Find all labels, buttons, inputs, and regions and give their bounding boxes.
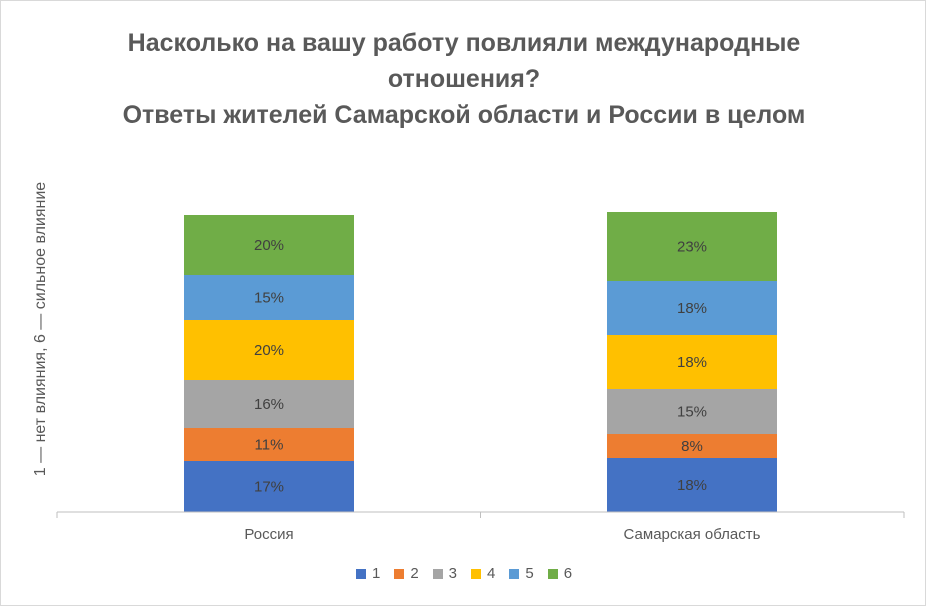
legend-item-4: 4: [471, 565, 495, 582]
data-label-2-5: 18%: [677, 300, 707, 317]
chart-title-line-3: Ответы жителей Самарской области и Росси…: [122, 101, 806, 129]
legend-label-1: 1: [371, 565, 381, 582]
legend-item-5: 5: [509, 565, 534, 582]
chart-title: Насколько на вашу работу повлияли междун…: [1, 25, 926, 133]
data-label-2-4: 18%: [677, 354, 707, 371]
legend-item-1: 1: [355, 565, 381, 582]
legend-swatch-2: [394, 568, 405, 579]
bar-segment-2-4: [607, 335, 777, 389]
bar-segment-1-6: [184, 215, 354, 275]
legend-swatch-3: [432, 568, 443, 579]
bar-segment-1-1: [184, 461, 354, 512]
bar-segment-1-2: [184, 428, 354, 461]
bar-segment-2-3: [607, 389, 777, 434]
data-label-1-5: 15%: [254, 290, 284, 307]
legend-label-5: 5: [525, 565, 534, 582]
data-label-2-6: 23%: [677, 239, 707, 256]
data-label-1-6: 20%: [254, 237, 284, 254]
bar-segment-1-5: [184, 275, 354, 320]
legend-label-4: 4: [487, 565, 496, 582]
data-label-1-2: 11%: [255, 437, 284, 454]
legend-label-3: 3: [448, 565, 457, 582]
category-label-1: Россия: [244, 526, 293, 543]
bar-segment-2-5: [607, 281, 777, 335]
bar-segment-2-1: [607, 458, 777, 512]
bar-segment-2-6: [607, 212, 777, 281]
data-label-1-3: 16%: [254, 396, 284, 413]
chart-title-line-1: Насколько на вашу работу повлияли междун…: [127, 29, 801, 57]
legend-swatch-6: [547, 568, 558, 579]
legend-label-2: 2: [410, 565, 419, 582]
legend: 1 2 3 4 5 6: [1, 565, 926, 582]
bar-segment-2-2: [607, 434, 777, 458]
data-label-1-1: 17%: [254, 479, 284, 496]
legend-label-6: 6: [563, 565, 573, 582]
legend-swatch-5: [509, 568, 520, 579]
data-label-1-4: 20%: [254, 342, 284, 359]
bar-segment-1-4: [184, 320, 354, 380]
legend-swatch-1: [355, 568, 366, 579]
chart-title-line-2: отношения?: [387, 65, 541, 93]
legend-item-6: 6: [547, 565, 573, 582]
bar-segment-1-3: [184, 380, 354, 428]
data-label-2-1: 18%: [677, 477, 707, 494]
legend-item-2: 2: [394, 565, 419, 582]
legend-swatch-4: [471, 568, 481, 579]
legend-item-3: 3: [432, 565, 457, 582]
data-label-2-2: 8%: [681, 438, 703, 455]
category-label-2: Самарская область: [624, 526, 761, 543]
data-label-2-3: 15%: [677, 404, 707, 421]
